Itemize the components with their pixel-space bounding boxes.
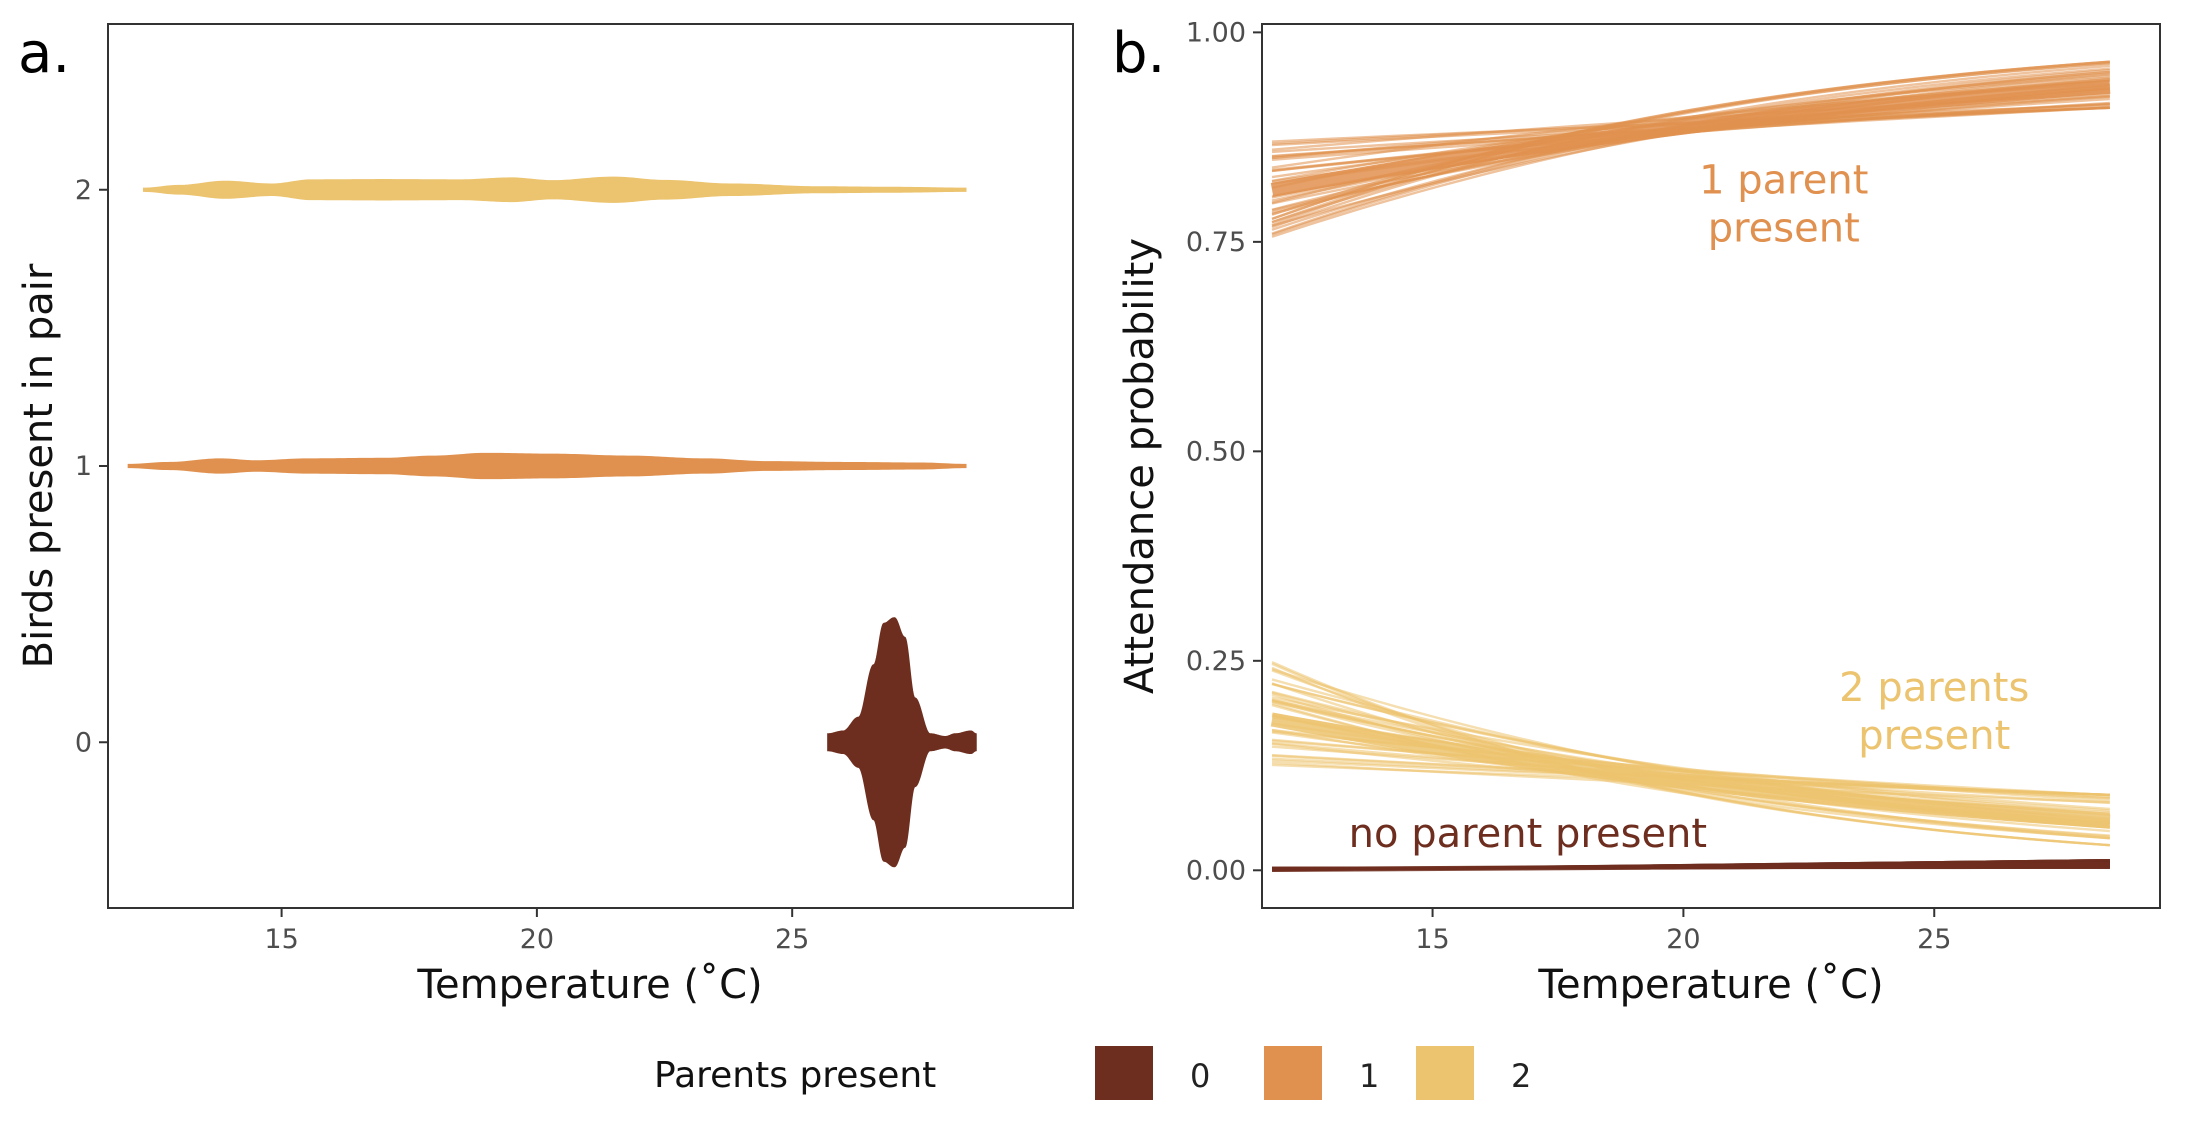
- panel-a-y-axis-title: Birds present in pair: [16, 263, 62, 668]
- draws-parents-0: [1272, 859, 2110, 872]
- legend-title: Parents present: [654, 1055, 936, 1096]
- draw-line: [1271, 60, 2110, 221]
- draws-parents-1: [1270, 60, 2111, 238]
- annotation-0: 1 parent present: [1699, 157, 1868, 251]
- panel-a-x-tick-label: 25: [775, 924, 809, 955]
- mean-line-parents-2: [1270, 712, 2111, 829]
- annotation-line: present: [1708, 205, 1860, 251]
- legend-swatch-0: [1095, 1046, 1153, 1100]
- legend-swatch-1: [1264, 1046, 1322, 1100]
- panel-a-y-ticks: 0 1 2: [75, 175, 108, 758]
- panel-a-x-tick-label: 15: [264, 924, 298, 955]
- panel-b-y-tick-label: 0.50: [1186, 436, 1246, 467]
- annotation-line: 2 parents: [1839, 665, 2029, 711]
- panel-b-frame: [1261, 23, 2161, 909]
- panel-b-tag: b.: [1112, 21, 1165, 86]
- panel-b-y-ticks: 0.00 0.25 0.50 0.75 1.00: [1186, 17, 1262, 886]
- violin-parents-2: [142, 176, 967, 203]
- panel-a-x-ticks: 15 20 25: [264, 908, 809, 955]
- violin-parents-1: [127, 452, 967, 480]
- panel-b-plot-area: [1270, 60, 2111, 872]
- panel-a-x-tick-label: 20: [520, 924, 554, 955]
- panel-b-y-tick-label: 0.75: [1186, 227, 1246, 258]
- draws-parents-2: [1270, 661, 2111, 847]
- panel-b-x-axis-title: Temperature (˚C): [1537, 962, 1883, 1008]
- legend-label-2: 2: [1511, 1057, 1531, 1095]
- panel-b-x-tick-label: 25: [1917, 924, 1951, 955]
- legend-label-1: 1: [1359, 1057, 1379, 1095]
- panel-b-x-ticks: 15 20 25: [1415, 908, 1951, 955]
- panel-b-y-tick-label: 0.25: [1186, 646, 1246, 677]
- panel-a-y-tick-label: 2: [75, 175, 92, 206]
- panel-b-line-chart: 15 20 25 0.000.250.500.751.00 1 parent pres…: [1112, 17, 2161, 1008]
- annotation-line: present: [1858, 713, 2010, 759]
- violin-parents-0: [827, 617, 977, 868]
- legend-items: 0 1 2: [1095, 1046, 1531, 1100]
- panel-b-x-tick-label: 15: [1415, 924, 1449, 955]
- legend: Parents present 0 1 2: [654, 1046, 1531, 1100]
- panel-b-y-tick-label: 1.00: [1186, 17, 1246, 48]
- panel-b-x-tick-label: 20: [1666, 924, 1700, 955]
- panel-b-y-tick-label: 0.00: [1186, 855, 1246, 886]
- panel-a-violin-chart: 15 20 25 0 1 2 Temperature (˚C) Birds presen…: [16, 21, 1074, 1008]
- panel-a-x-axis-title: Temperature (˚C): [416, 962, 762, 1008]
- annotation-line: 1 parent: [1699, 157, 1868, 203]
- mean-line-parents-0: [1272, 861, 2110, 872]
- panel-a-y-tick-label: 1: [75, 451, 92, 482]
- panel-b-y-axis-title: Attendance probability: [1117, 238, 1163, 694]
- panel-a-plot-area: [127, 176, 977, 868]
- annotation-1: 2 parents present: [1839, 665, 2029, 759]
- legend-swatch-2: [1416, 1046, 1474, 1100]
- draw-line: [1271, 662, 2110, 847]
- mean-line-parents-1: [1270, 79, 2111, 197]
- annotation-2: no parent present: [1349, 811, 1707, 857]
- panel-a-tag: a.: [18, 21, 70, 86]
- panel-a-y-tick-label: 0: [75, 727, 92, 758]
- annotation-line: no parent present: [1349, 811, 1707, 857]
- legend-label-0: 0: [1190, 1057, 1210, 1095]
